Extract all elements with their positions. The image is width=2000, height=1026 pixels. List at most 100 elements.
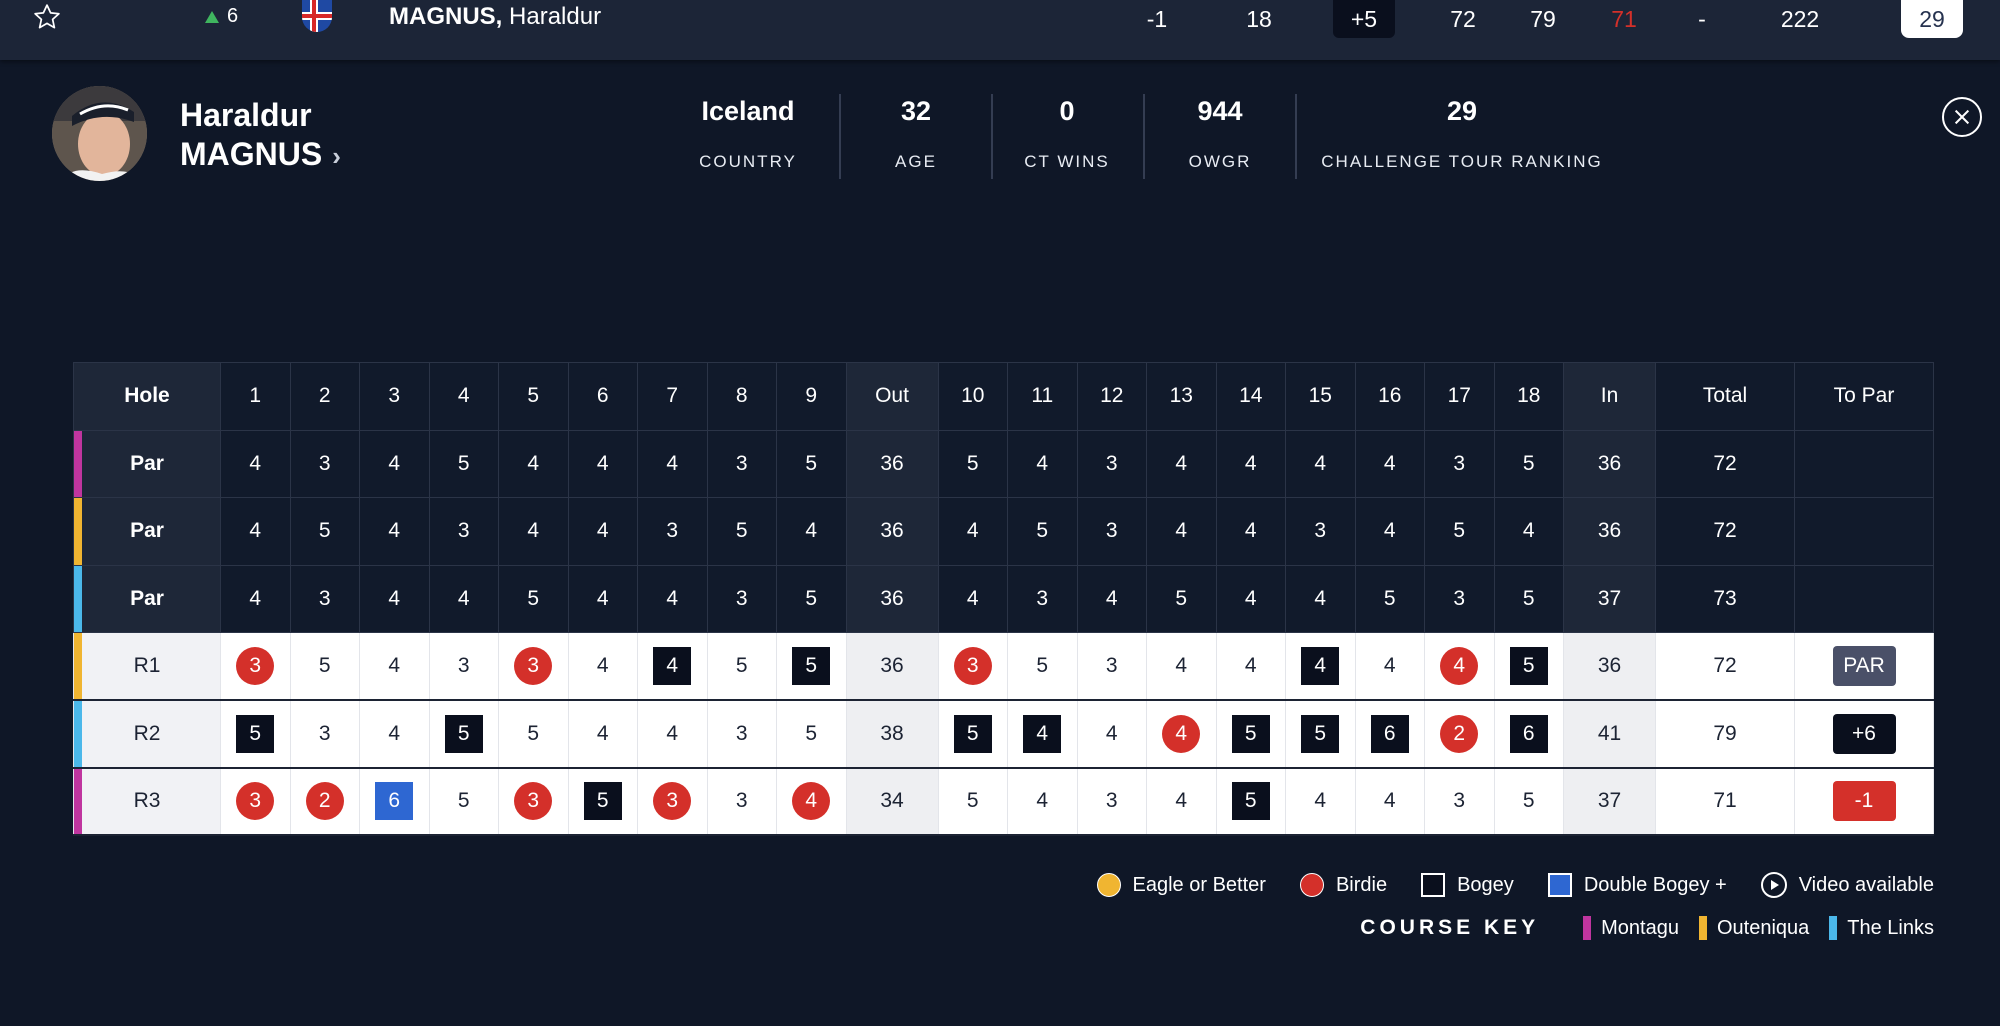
score-cell: 4	[637, 699, 708, 768]
score-value: 3	[735, 789, 748, 813]
column-header: 8	[706, 362, 777, 431]
par-row-links: Par 4 3 4 4 5 4 4 3 5 36 4 3 4 5 4 4 5 3 5 37 73	[73, 564, 1934, 633]
par-cell: 4	[220, 429, 291, 498]
score-cell: 4	[1146, 632, 1217, 701]
score-cell: 4	[776, 767, 847, 836]
total-score: 222	[1780, 5, 1820, 32]
score-cell: 5	[498, 699, 569, 768]
score-value: 5	[527, 721, 540, 745]
score-value: 5	[1036, 654, 1049, 677]
legend-item-video: Video available	[1760, 872, 1934, 898]
to-par-cell: +6	[1794, 699, 1934, 768]
bogey-square-icon	[1421, 873, 1446, 897]
column-header: To Par	[1794, 362, 1934, 431]
close-icon[interactable]	[1942, 97, 1982, 137]
double-bogey-marker: 6	[375, 782, 414, 821]
score-value: 72	[1713, 654, 1737, 677]
par-cell: 4	[567, 429, 638, 498]
par-cell: 4	[1007, 429, 1078, 498]
stat-divider	[1295, 94, 1297, 179]
par-cell: 5	[1354, 564, 1425, 633]
leaderboard-row[interactable]: 6 MAGNUS, Haraldur -1 18 +5 72 79 71 - 2…	[0, 0, 2000, 60]
iceland-flag-icon	[302, 0, 332, 32]
round-label-text: R3	[133, 789, 161, 813]
par-cell: 4	[1146, 497, 1217, 566]
par-cell: 3	[1424, 564, 1495, 633]
player-full-name[interactable]: Haraldur MAGNUS ›	[180, 96, 341, 176]
par-label: Par	[73, 497, 221, 566]
profile-last-name: MAGNUS	[180, 136, 323, 172]
round-row-r2[interactable]: R2 5 3 4 5 5 4 4 3 5 38 5 4 4 4 5 5 6 2 6 41 79 +6	[73, 699, 1934, 768]
round-label-text: R2	[133, 721, 161, 745]
favourite-star-icon[interactable]	[32, 2, 62, 32]
score-cell: 3	[498, 632, 569, 701]
double-bogey-square-icon	[1547, 873, 1572, 897]
score-cell: 3	[706, 699, 777, 768]
birdie-marker: 2	[1440, 714, 1479, 753]
par-cell: 36	[845, 564, 939, 633]
bogey-marker: 5	[444, 714, 483, 753]
score-cell: 5	[220, 699, 291, 768]
round-row-r3[interactable]: R3 3 2 6 5 3 5 3 3 4 34 5 4 3 4 5 4 4 3 5 37 71 -1	[73, 767, 1934, 836]
column-header: 13	[1146, 362, 1217, 431]
round-row-r1[interactable]: R1 3 5 4 3 3 4 4 5 5 36 3 5 3 4 4 4 4 4 5 36 72 PAR	[73, 632, 1934, 701]
score-cell: 5	[1493, 767, 1564, 836]
score-value: 4	[1036, 789, 1049, 813]
player-first-name: Haraldur	[509, 3, 602, 30]
to-par-cell: -1	[1794, 767, 1934, 836]
column-header: 12	[1076, 362, 1147, 431]
par-cell: 5	[1146, 564, 1217, 633]
score-cell: 6	[1493, 699, 1564, 768]
score-value: 79	[1713, 721, 1737, 745]
to-par-cell: PAR	[1794, 632, 1934, 701]
par-cell: 72	[1655, 497, 1795, 566]
score-cell: 3	[498, 767, 569, 836]
par-cell: 3	[1424, 429, 1495, 498]
score-value: 4	[596, 654, 609, 677]
play-icon	[1760, 872, 1787, 898]
score-value: 41	[1597, 721, 1622, 745]
score-value: 5	[966, 789, 979, 813]
par-cell	[1794, 429, 1934, 498]
course-color-bar	[74, 565, 82, 632]
score-cell: 41	[1563, 699, 1656, 768]
stat-label: COUNTRY	[699, 152, 797, 171]
score-cell: 3	[220, 767, 291, 836]
par-cell: 3	[1285, 497, 1356, 566]
score-value: 38	[880, 721, 904, 745]
player-name[interactable]: MAGNUS, Haraldur	[389, 3, 601, 31]
birdie-marker: 4	[1440, 647, 1479, 685]
score-cell: 5	[776, 699, 847, 768]
par-cell: 4	[498, 497, 569, 566]
to-par-total: +5	[1333, 0, 1395, 38]
par-cell: 4	[1354, 497, 1425, 566]
bogey-marker: 5	[236, 714, 275, 753]
bogey-marker: 5	[1231, 714, 1270, 753]
birdie-marker: 2	[305, 782, 344, 821]
course-color-bar	[74, 768, 82, 834]
score-cell: 5	[1215, 699, 1286, 768]
par-cell: 36	[845, 497, 939, 566]
score-value: 3	[1453, 789, 1466, 813]
course-label: Montagu	[1601, 916, 1679, 939]
score-cell: 5	[289, 632, 360, 701]
score-cell: 5	[937, 767, 1008, 836]
par-cell: 3	[1076, 497, 1147, 566]
score-value: 5	[1522, 789, 1535, 813]
stat-owgr: 944 OWGR	[1170, 96, 1270, 172]
par-label-text: Par	[130, 586, 164, 610]
column-header: Out	[845, 362, 939, 431]
score-cell: 5	[1007, 632, 1078, 701]
score-cell: 5	[1285, 699, 1356, 768]
legend-label: Birdie	[1335, 873, 1388, 896]
birdie-marker: 3	[953, 647, 992, 685]
score-value: 5	[318, 654, 331, 677]
score-value: 4	[1105, 721, 1118, 745]
outeniqua-color-bar	[1698, 916, 1707, 940]
score-value: 4	[1175, 789, 1188, 813]
column-header: 9	[776, 362, 847, 431]
bogey-marker: 5	[1509, 647, 1548, 685]
score-cell: 6	[1354, 699, 1425, 768]
score-cell: 4	[1215, 632, 1286, 701]
course-color-bar	[74, 633, 82, 699]
